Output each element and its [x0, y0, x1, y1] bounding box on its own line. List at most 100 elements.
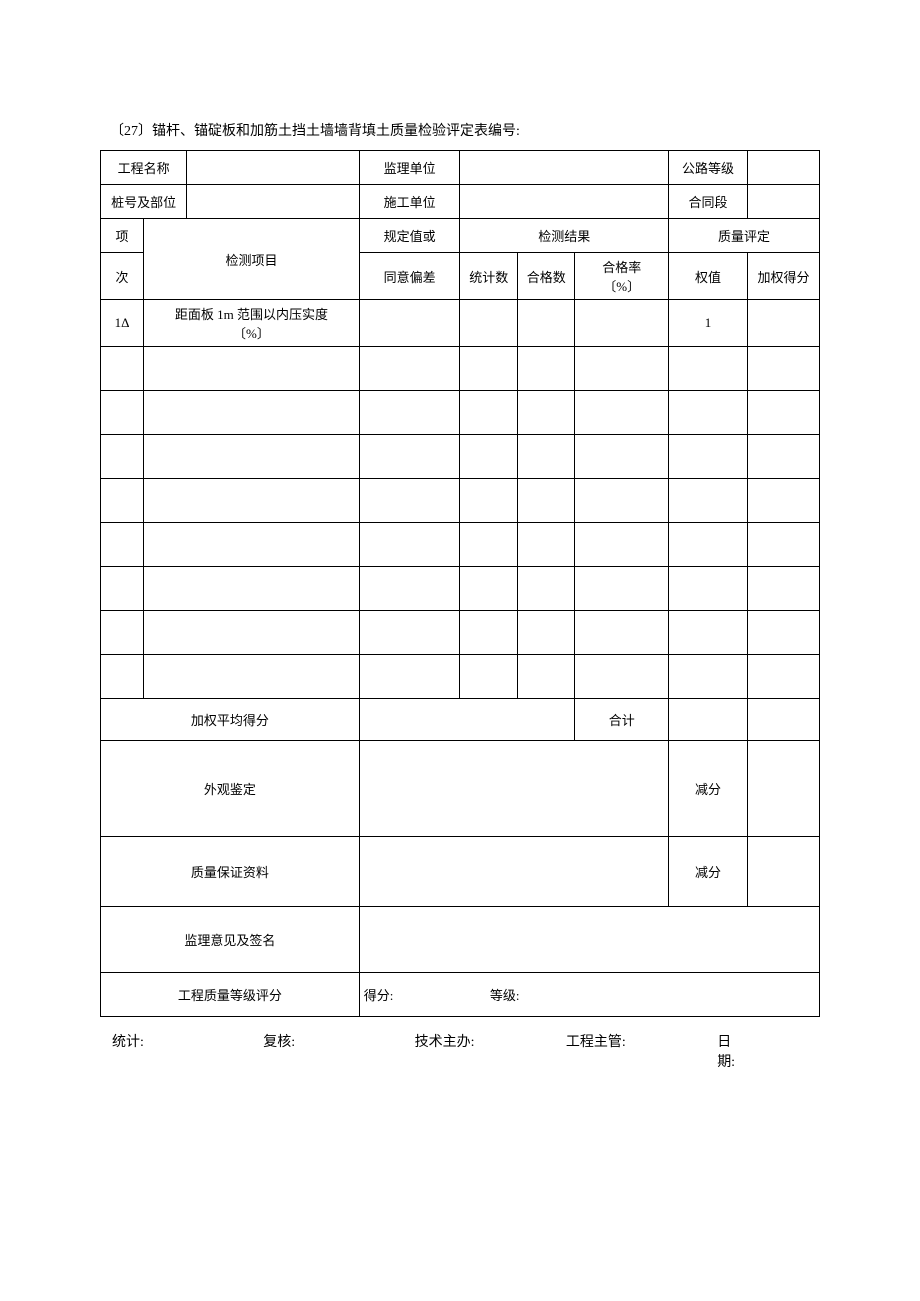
table-cell	[575, 347, 668, 391]
contract-section-value	[748, 185, 820, 219]
data-score	[748, 300, 820, 347]
table-cell	[144, 391, 360, 435]
table-cell	[359, 347, 460, 391]
table-cell	[144, 567, 360, 611]
table-cell	[575, 567, 668, 611]
pile-no-value	[187, 185, 360, 219]
seq-header-1: 项	[101, 219, 144, 253]
supervision-opinion-label: 监理意见及签名	[101, 907, 360, 973]
grade-eval-value: 得分: 等级:	[359, 973, 819, 1017]
table-cell	[517, 655, 575, 699]
table-cell	[359, 479, 460, 523]
table-cell	[101, 391, 144, 435]
stat-count-header: 统计数	[460, 253, 518, 300]
table-cell	[668, 567, 747, 611]
footer-review: 复核:	[263, 1031, 414, 1071]
qa-deduct-value	[748, 837, 820, 907]
table-cell	[517, 611, 575, 655]
construction-unit-value	[460, 185, 669, 219]
total-label: 合计	[575, 699, 668, 741]
table-cell	[517, 391, 575, 435]
table-cell	[748, 479, 820, 523]
total-score	[748, 699, 820, 741]
contract-section-label: 合同段	[668, 185, 747, 219]
qa-material-label: 质量保证资料	[101, 837, 360, 907]
table-cell	[668, 347, 747, 391]
pass-rate-header: 合格率 〔%〕	[575, 253, 668, 300]
table-cell	[101, 347, 144, 391]
appearance-label: 外观鉴定	[101, 741, 360, 837]
supervision-unit-value	[460, 151, 669, 185]
pass-count-header: 合格数	[517, 253, 575, 300]
table-cell	[101, 567, 144, 611]
construction-unit-label: 施工单位	[359, 185, 460, 219]
project-name-value	[187, 151, 360, 185]
table-cell	[460, 435, 518, 479]
table-cell	[101, 523, 144, 567]
grade-eval-label: 工程质量等级评分	[101, 973, 360, 1017]
table-cell	[668, 611, 747, 655]
table-cell	[517, 347, 575, 391]
table-cell	[144, 655, 360, 699]
data-weight: 1	[668, 300, 747, 347]
table-cell	[101, 611, 144, 655]
page-title: 〔27〕锚杆、锚碇板和加筋土挡土墙墙背填土质量检验评定表编号:	[100, 120, 820, 140]
table-cell	[575, 391, 668, 435]
total-weight	[668, 699, 747, 741]
project-name-label: 工程名称	[101, 151, 187, 185]
footer-tech: 技术主办:	[415, 1031, 566, 1071]
table-cell	[575, 611, 668, 655]
table-cell	[668, 435, 747, 479]
table-cell	[460, 391, 518, 435]
table-cell	[517, 523, 575, 567]
weighted-score-header: 加权得分	[748, 253, 820, 300]
road-grade-label: 公路等级	[668, 151, 747, 185]
table-cell	[460, 567, 518, 611]
table-cell	[748, 611, 820, 655]
supervision-opinion-value	[359, 907, 819, 973]
road-grade-value	[748, 151, 820, 185]
qa-material-value	[359, 837, 668, 907]
table-cell	[517, 435, 575, 479]
main-table: 工程名称 监理单位 公路等级 桩号及部位 施工单位 合同段 项 检测项目 规定值…	[100, 150, 820, 1017]
table-cell	[748, 435, 820, 479]
data-seq: 1Δ	[101, 300, 144, 347]
table-cell	[668, 391, 747, 435]
table-cell	[101, 435, 144, 479]
footer-date: 日 期:	[717, 1031, 808, 1071]
table-cell	[575, 655, 668, 699]
table-cell	[359, 655, 460, 699]
weight-header: 权值	[668, 253, 747, 300]
table-cell	[359, 435, 460, 479]
table-cell	[460, 479, 518, 523]
pile-no-label: 桩号及部位	[101, 185, 187, 219]
data-stat	[460, 300, 518, 347]
appearance-deduct-label: 减分	[668, 741, 747, 837]
footer-stat: 统计:	[112, 1031, 263, 1071]
inspect-item-header: 检测项目	[144, 219, 360, 300]
table-cell	[101, 479, 144, 523]
table-cell	[359, 567, 460, 611]
table-cell	[144, 347, 360, 391]
table-cell	[748, 567, 820, 611]
quality-eval-header: 质量评定	[668, 219, 819, 253]
table-cell	[748, 347, 820, 391]
table-cell	[517, 479, 575, 523]
spec-header-2: 同意偏差	[359, 253, 460, 300]
table-cell	[668, 523, 747, 567]
seq-header-2: 次	[101, 253, 144, 300]
table-cell	[748, 655, 820, 699]
table-cell	[359, 523, 460, 567]
table-cell	[668, 655, 747, 699]
qa-deduct-label: 减分	[668, 837, 747, 907]
data-item: 距面板 1m 范围以内压实度 〔%〕	[144, 300, 360, 347]
table-cell	[144, 611, 360, 655]
inspect-result-header: 检测结果	[460, 219, 669, 253]
table-cell	[575, 479, 668, 523]
table-cell	[144, 479, 360, 523]
appearance-value	[359, 741, 668, 837]
spec-header-1: 规定值或	[359, 219, 460, 253]
table-cell	[359, 611, 460, 655]
supervision-unit-label: 监理单位	[359, 151, 460, 185]
table-cell	[575, 435, 668, 479]
